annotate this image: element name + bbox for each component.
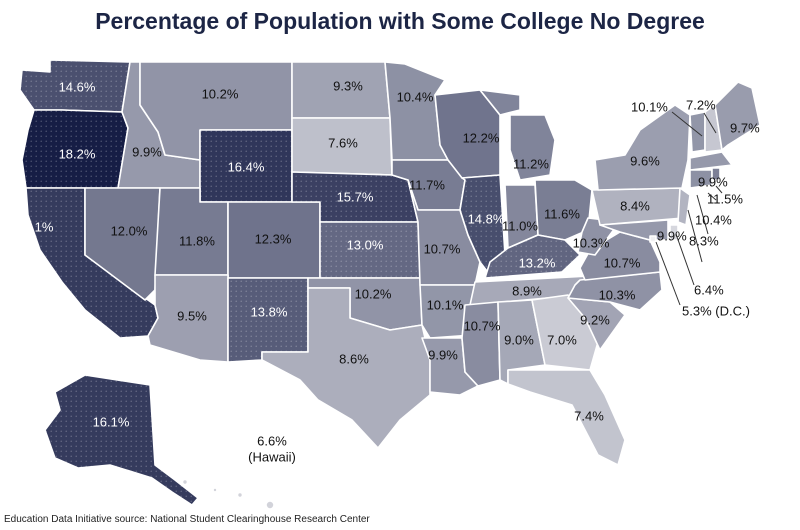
label-wa: 14.6% bbox=[59, 79, 96, 94]
label-al: 9.0% bbox=[504, 332, 534, 347]
label-nv: 12.0% bbox=[111, 223, 148, 238]
label-az: 9.5% bbox=[177, 308, 207, 323]
label-co: 12.3% bbox=[255, 231, 292, 246]
label-ny: 9.6% bbox=[630, 153, 660, 168]
label-mn: 10.4% bbox=[397, 89, 434, 104]
state-florida[interactable] bbox=[507, 369, 626, 466]
state-maine[interactable] bbox=[714, 81, 761, 151]
label-pa: 8.4% bbox=[620, 198, 650, 213]
state-rhode-island[interactable] bbox=[711, 167, 721, 181]
label-nc: 10.3% bbox=[599, 287, 636, 302]
label-vt: 10.1% bbox=[631, 99, 668, 114]
label-hi-name: (Hawaii) bbox=[248, 449, 296, 464]
label-ia: 11.7% bbox=[409, 177, 445, 192]
state-arkansas[interactable] bbox=[419, 284, 476, 339]
label-nd: 9.3% bbox=[333, 78, 363, 93]
state-massachusetts[interactable] bbox=[689, 151, 733, 171]
label-sd: 7.6% bbox=[328, 135, 358, 150]
state-new-york[interactable] bbox=[594, 104, 691, 191]
label-mo: 10.7% bbox=[424, 241, 461, 256]
label-ne: 15.7% bbox=[337, 189, 374, 204]
label-dc: 5.3% (D.C.) bbox=[682, 303, 750, 318]
label-ca: 16.1% bbox=[17, 219, 54, 234]
label-ri: 11.5% bbox=[707, 191, 743, 206]
label-ks: 13.0% bbox=[347, 237, 384, 252]
state-north-carolina[interactable] bbox=[567, 271, 663, 311]
label-ok: 10.2% bbox=[355, 286, 392, 301]
label-me: 9.7% bbox=[730, 120, 760, 135]
label-nh: 7.2% bbox=[686, 97, 716, 112]
label-fl: 7.4% bbox=[574, 408, 604, 423]
state-new-mexico[interactable] bbox=[227, 277, 309, 363]
state-michigan[interactable] bbox=[479, 89, 556, 181]
label-tn: 8.9% bbox=[512, 283, 542, 298]
label-mi: 11.2% bbox=[513, 156, 549, 171]
label-ar: 10.1% bbox=[427, 297, 464, 312]
label-or: 18.2% bbox=[59, 146, 96, 161]
label-ms: 10.7% bbox=[464, 318, 501, 333]
label-ak: 16.1% bbox=[93, 414, 130, 429]
label-hi: 6.6% bbox=[257, 433, 287, 448]
label-wi: 12.2% bbox=[463, 130, 500, 145]
label-ma: 9.9% bbox=[698, 174, 728, 189]
label-va: 10.7% bbox=[604, 255, 641, 270]
state-alaska[interactable] bbox=[44, 374, 199, 506]
label-la: 9.9% bbox=[428, 347, 458, 362]
label-nm: 13.8% bbox=[251, 304, 288, 319]
map-title: Percentage of Population with Some Colle… bbox=[95, 8, 705, 34]
label-id: 9.9% bbox=[132, 144, 162, 159]
state-texas[interactable] bbox=[261, 287, 431, 449]
label-in: 11.0% bbox=[502, 218, 538, 233]
label-il: 14.8% bbox=[468, 211, 505, 226]
state-district-of-columbia[interactable] bbox=[649, 235, 657, 243]
state-mississippi[interactable] bbox=[461, 301, 501, 387]
label-ga: 7.0% bbox=[547, 332, 577, 347]
label-ct: 10.4% bbox=[695, 212, 732, 227]
label-ky: 13.2% bbox=[519, 255, 556, 270]
state-hawaii[interactable] bbox=[181, 478, 275, 510]
state-nevada[interactable] bbox=[84, 187, 161, 301]
label-nj: 8.3% bbox=[689, 233, 719, 248]
label-tx: 8.6% bbox=[339, 351, 369, 366]
label-mt: 10.2% bbox=[202, 86, 239, 101]
label-oh: 11.6% bbox=[544, 206, 580, 221]
label-de: 6.4% bbox=[694, 282, 724, 297]
state-new-jersey[interactable] bbox=[677, 187, 691, 226]
leader-lines bbox=[655, 111, 723, 306]
label-wv: 10.3% bbox=[573, 235, 610, 250]
state-maryland[interactable] bbox=[599, 219, 669, 241]
state-connecticut[interactable] bbox=[689, 169, 713, 189]
label-ut: 11.8% bbox=[179, 233, 215, 248]
label-sc: 9.2% bbox=[580, 312, 610, 327]
source-note: Education Data Initiative source: Nation… bbox=[4, 514, 370, 525]
label-wy: 16.4% bbox=[228, 159, 265, 174]
label-md: 9.9% bbox=[657, 228, 687, 243]
